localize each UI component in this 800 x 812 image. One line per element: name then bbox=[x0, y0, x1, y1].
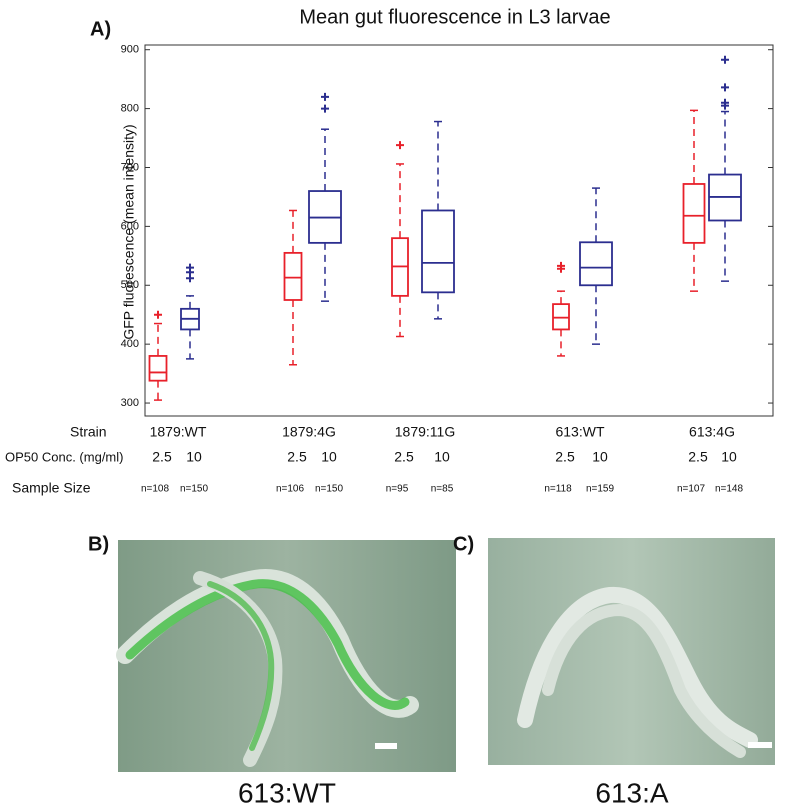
box bbox=[682, 183, 706, 244]
row-label: OP50 Conc. (mg/ml) bbox=[5, 449, 123, 464]
strain-label: 613:4G bbox=[689, 424, 735, 440]
panel-label: B) bbox=[88, 533, 109, 555]
strain-label: 1879:WT bbox=[150, 424, 207, 440]
scale-bar bbox=[375, 743, 397, 749]
sample-size-label: n=106 bbox=[276, 484, 305, 495]
concentration-label: 2.5 bbox=[152, 449, 172, 465]
outlier bbox=[721, 83, 729, 92]
concentration-label: 2.5 bbox=[394, 449, 414, 465]
image-caption: 613:A bbox=[595, 777, 668, 808]
box bbox=[148, 355, 168, 382]
y-tick-label: 600 bbox=[121, 220, 139, 232]
concentration-label: 2.5 bbox=[688, 449, 708, 465]
row-label: Sample Size bbox=[12, 480, 91, 496]
sample-size-label: n=150 bbox=[315, 484, 344, 495]
concentration-label: 10 bbox=[321, 449, 337, 465]
strain-label: 1879:4G bbox=[282, 424, 336, 440]
y-tick-label: 300 bbox=[121, 397, 139, 409]
concentration-label: 2.5 bbox=[287, 449, 307, 465]
strain-label: 1879:11G bbox=[395, 424, 455, 440]
y-tick-label: 800 bbox=[121, 103, 139, 115]
image-caption: 613:WT bbox=[238, 777, 336, 808]
sample-size-label: n=150 bbox=[180, 484, 209, 495]
panel-label: A) bbox=[90, 18, 111, 40]
outlier bbox=[396, 141, 404, 150]
y-tick-label: 500 bbox=[121, 279, 139, 291]
outlier bbox=[186, 263, 194, 272]
sample-size-label: n=108 bbox=[141, 484, 170, 495]
chart-title: Mean gut fluorescence in L3 larvae bbox=[299, 6, 610, 28]
sample-size-label: n=85 bbox=[431, 484, 454, 495]
box bbox=[579, 241, 613, 287]
scale-bar bbox=[748, 742, 772, 748]
concentration-label: 10 bbox=[592, 449, 608, 465]
sample-size-label: n=148 bbox=[715, 484, 744, 495]
plot-frame bbox=[144, 44, 774, 417]
outlier bbox=[721, 55, 729, 64]
sample-size-label: n=95 bbox=[386, 484, 409, 495]
sample-size-label: n=159 bbox=[586, 484, 615, 495]
y-tick-label: 900 bbox=[121, 44, 139, 56]
sample-size-label: n=107 bbox=[677, 484, 706, 495]
outlier bbox=[557, 261, 565, 270]
worm-gut bbox=[207, 581, 275, 751]
worm-gut bbox=[125, 579, 410, 710]
panel-label: C) bbox=[453, 533, 474, 555]
concentration-label: 10 bbox=[434, 449, 450, 465]
concentration-label: 2.5 bbox=[555, 449, 575, 465]
outlier bbox=[721, 98, 729, 107]
box bbox=[283, 251, 303, 301]
worm bbox=[542, 603, 746, 758]
outlier bbox=[154, 310, 162, 319]
strain-label: 613:WT bbox=[555, 424, 604, 440]
concentration-label: 10 bbox=[186, 449, 202, 465]
outlier bbox=[321, 104, 329, 113]
worm bbox=[517, 586, 758, 748]
concentration-label: 10 bbox=[721, 449, 737, 465]
outlier bbox=[321, 92, 329, 101]
box bbox=[421, 209, 455, 294]
y-axis-label: GFP fluorescence (mean intensity) bbox=[121, 124, 137, 339]
y-tick-label: 700 bbox=[121, 161, 139, 173]
sample-size-label: n=118 bbox=[544, 484, 572, 495]
y-tick-label: 400 bbox=[121, 338, 139, 350]
row-label: Strain bbox=[70, 424, 107, 440]
